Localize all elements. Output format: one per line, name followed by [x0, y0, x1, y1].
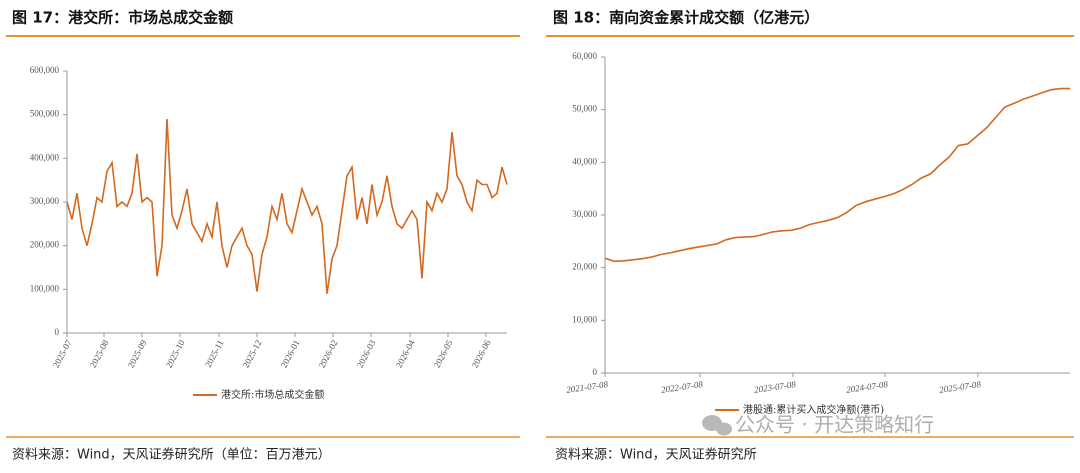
y-tick-label: 20,000 — [572, 262, 597, 272]
y-tick-label: 600,000 — [30, 65, 60, 75]
y-tick-label: 30,000 — [572, 209, 597, 219]
x-tick-label: 2025-10 — [164, 338, 187, 370]
line-series — [66, 118, 508, 294]
x-tick-label: 2026-06 — [470, 338, 493, 370]
y-tick-label: 10,000 — [572, 314, 597, 324]
source: 资料来源：Wind，天风证券研究所（单位：百万港元） — [12, 447, 331, 463]
y-tick-label: 400,000 — [30, 152, 60, 162]
y-tick-label: 200,000 — [30, 240, 60, 250]
legend-label: 港股通:累计买入成交净额(港币) — [743, 403, 884, 416]
line-series — [604, 87, 1070, 263]
x-tick-label: 2025-11 — [203, 338, 226, 369]
x-tick-label: 2025-08 — [88, 338, 111, 370]
y-tick-label: 500,000 — [30, 109, 60, 119]
x-tick-label: 2023-07-08 — [753, 379, 796, 395]
y-tick-label: 50,000 — [572, 104, 597, 114]
x-tick-label: 2026-01 — [279, 338, 302, 369]
x-tick-label: 2026-05 — [432, 338, 455, 370]
x-tick-label: 2026-04 — [394, 338, 417, 370]
x-tick-label: 2026-03 — [355, 338, 378, 370]
y-tick-label: 0 — [55, 327, 60, 337]
y-tick-label: 300,000 — [30, 196, 60, 206]
x-tick-label: 2021-07-08 — [566, 379, 609, 395]
x-tick-label: 2024-07-08 — [846, 379, 889, 395]
y-tick-label: 40,000 — [572, 156, 597, 166]
watermark: 公众号 · 开达策略知行 — [735, 413, 934, 437]
x-tick-label: 2025-07 — [51, 338, 74, 370]
x-tick-label: 2026-02 — [317, 338, 340, 369]
chart-title: 图 18：南向资金累计成交额（亿港元） — [553, 9, 819, 27]
x-tick-label: 2025-09 — [126, 338, 149, 370]
legend-label: 港交所:市场总成交金额 — [221, 388, 324, 401]
y-tick-label: 60,000 — [572, 51, 597, 61]
y-tick-label: 100,000 — [30, 283, 60, 293]
chart-title: 图 17：港交所：市场总成交金额 — [12, 9, 233, 27]
y-tick-label: 0 — [593, 367, 598, 377]
watermark-icon — [702, 415, 732, 436]
x-tick-label: 2025-12 — [241, 338, 264, 369]
source: 资料来源：Wind，天风证券研究所 — [555, 447, 757, 463]
x-tick-label: 2025-07-08 — [939, 379, 982, 395]
x-tick-label: 2022-07-08 — [660, 379, 703, 395]
